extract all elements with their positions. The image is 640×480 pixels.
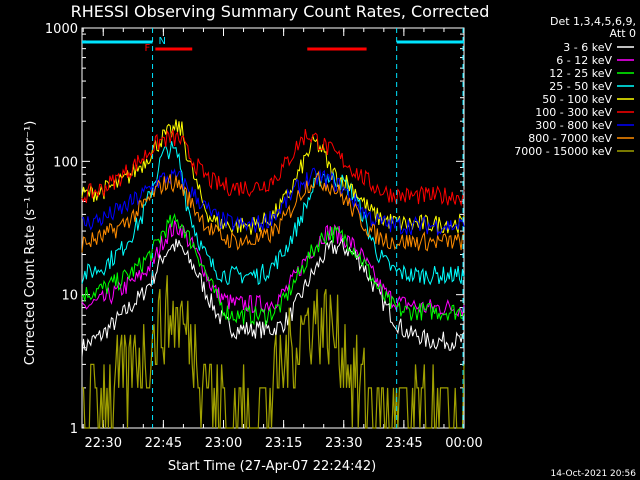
x-tick-label: 23:15 [265, 436, 302, 451]
plot-frame [81, 27, 465, 429]
legend-entry-label: 12 - 25 keV [549, 67, 612, 80]
series-line-1 [81, 237, 465, 358]
legend-entry-label: 300 - 800 keV [535, 119, 612, 132]
y-tick-label: 1 [70, 422, 78, 437]
series-line-9 [82, 275, 465, 429]
y-axis-label: Corrected Count Rate (s⁻¹ detector⁻¹) [23, 121, 38, 366]
legend-title-line-2: Att 0 [610, 27, 636, 40]
legend-entry-label: 100 - 300 keV [535, 106, 612, 119]
x-tick-label: 22:45 [145, 436, 182, 451]
series-line-6 [81, 128, 465, 207]
date-stamp: 14-Oct-2021 20:56 [551, 469, 637, 479]
legend-entry-label: 3 - 6 keV [563, 41, 612, 54]
legend-entry-label: 7000 - 15000 keV [514, 145, 612, 158]
chart-title: RHESSI Observing Summary Count Rates, Co… [71, 2, 490, 21]
x-tick-label: 00:00 [445, 436, 482, 451]
y-tick-label: 10 [61, 289, 78, 304]
y-tick-label: 1000 [45, 22, 78, 37]
series-line-3 [81, 212, 465, 327]
legend-entry-label: 25 - 50 keV [549, 80, 612, 93]
series-line-4 [81, 141, 465, 286]
x-tick-label: 22:30 [85, 436, 122, 451]
series-line-7 [81, 167, 465, 237]
legend-entry-label: 50 - 100 keV [542, 93, 612, 106]
series-line-8 [81, 170, 465, 253]
night-flag-label: N [159, 36, 166, 47]
x-tick-label: 23:30 [325, 436, 362, 451]
legend-title-line-1: Det 1,3,4,5,6,9, [550, 15, 636, 28]
x-tick-label: 23:00 [205, 436, 242, 451]
flare-flag-label: F [145, 43, 151, 54]
legend-entry-label: 800 - 7000 keV [528, 132, 612, 145]
series-line-2 [81, 220, 465, 318]
plot-area: 1 10 100 1000 22:30 22:45 23:00 23:15 23:30 23:45… [45, 22, 483, 451]
x-tick-label: 23:45 [385, 436, 422, 451]
x-axis-label: Start Time (27-Apr-07 22:24:42) [168, 459, 376, 474]
legend-entry-label: 6 - 12 keV [556, 54, 612, 67]
y-tick-label: 100 [53, 155, 78, 170]
